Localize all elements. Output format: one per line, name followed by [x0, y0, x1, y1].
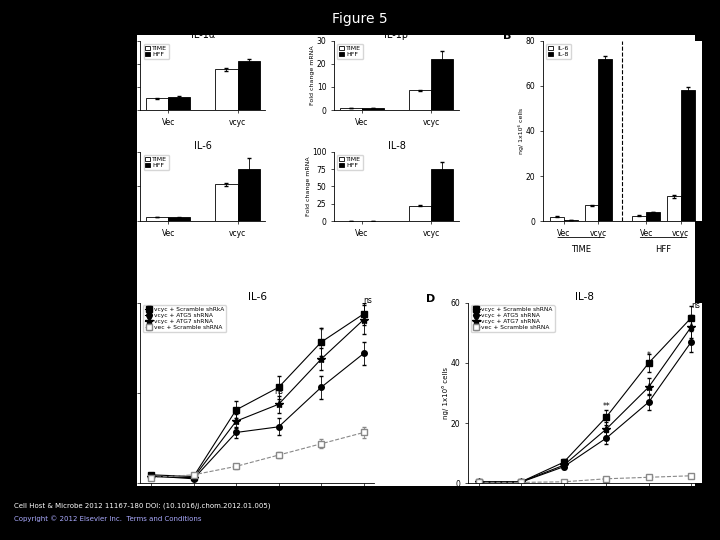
Bar [598, 58, 613, 221]
Bar [550, 217, 564, 221]
Text: **: ** [603, 402, 610, 411]
Bar [215, 184, 238, 221]
Legend: vcyc + Scramble shRNA, vcyc + ATG5 shRNA, vcyc + ATG7 shRNA, vec + Scramble shRN: vcyc + Scramble shRNA, vcyc + ATG5 shRNA… [471, 306, 554, 332]
Text: A: A [93, 28, 102, 38]
Text: *: * [647, 351, 651, 360]
Legend: IL-6, IL-8: IL-6, IL-8 [546, 44, 571, 59]
Bar [146, 98, 168, 110]
Legend: TIME, HFF: TIME, HFF [143, 44, 169, 59]
Text: D: D [426, 294, 435, 303]
Bar [431, 169, 454, 221]
Bar [238, 169, 260, 221]
Y-axis label: ng/ 1x10⁶ cells: ng/ 1x10⁶ cells [518, 108, 524, 154]
Title: IL-1α: IL-1α [191, 30, 215, 40]
Y-axis label: ng/ 1x10⁶ cells: ng/ 1x10⁶ cells [442, 367, 449, 419]
Text: Figure 5: Figure 5 [332, 12, 388, 26]
Legend: vcyc + Scramble shRkA, vcyc + ATG5 shRNA, vcyc + ATG7 shRNA, vec + Scramble shRN: vcyc + Scramble shRkA, vcyc + ATG5 shRNA… [143, 306, 226, 332]
Title: IL-8: IL-8 [387, 141, 405, 151]
Bar [146, 217, 168, 221]
Y-axis label: Fold change mRNA: Fold change mRNA [310, 45, 315, 105]
Legend: TIME, HFF: TIME, HFF [337, 155, 363, 170]
Title: IL-8: IL-8 [575, 292, 595, 302]
Text: C: C [98, 294, 107, 303]
Bar [409, 90, 431, 110]
Bar [564, 220, 577, 221]
Bar [238, 62, 260, 110]
Text: ns: ns [691, 301, 700, 310]
Bar [340, 107, 362, 110]
Y-axis label: Fold change mRNA: Fold change mRNA [117, 157, 122, 217]
Bar [168, 217, 190, 221]
Text: ns: ns [274, 387, 283, 396]
Text: Copyright © 2012 Elsevier Inc.  Terms and Conditions: Copyright © 2012 Elsevier Inc. Terms and… [14, 516, 202, 522]
Text: B: B [503, 31, 511, 42]
Y-axis label: ng/ 1x10⁶ cells: ng/ 1x10⁶ cells [114, 367, 122, 419]
X-axis label: Days post-selection: Days post-selection [544, 505, 626, 515]
Text: Cell Host & Microbe 2012 11167-180 DOI: (10.1016/j.chom.2012.01.005): Cell Host & Microbe 2012 11167-180 DOI: … [14, 502, 271, 509]
Text: HFF: HFF [655, 245, 672, 254]
Title: IL-6: IL-6 [194, 141, 212, 151]
Text: ns: ns [364, 296, 372, 306]
Bar [362, 108, 384, 110]
Legend: TIME, HFF: TIME, HFF [143, 155, 169, 170]
Bar [646, 212, 660, 221]
Bar [168, 97, 190, 110]
Text: *: * [319, 327, 323, 336]
Y-axis label: Fold change mRNA: Fold change mRNA [305, 157, 310, 217]
X-axis label: Days post-selection: Days post-selection [216, 505, 299, 515]
Bar [585, 205, 598, 221]
Bar [632, 215, 646, 221]
Bar [667, 197, 681, 221]
Title: IL-1β: IL-1β [384, 30, 409, 40]
Bar [409, 206, 431, 221]
Y-axis label: Fold change mRNA: Fold change mRNA [122, 45, 127, 105]
Text: TIME: TIME [571, 245, 591, 254]
Bar [431, 59, 454, 110]
Legend: TIME, HFF: TIME, HFF [337, 44, 363, 59]
Bar [681, 90, 695, 221]
Bar [215, 70, 238, 110]
Title: IL-6: IL-6 [248, 292, 267, 302]
